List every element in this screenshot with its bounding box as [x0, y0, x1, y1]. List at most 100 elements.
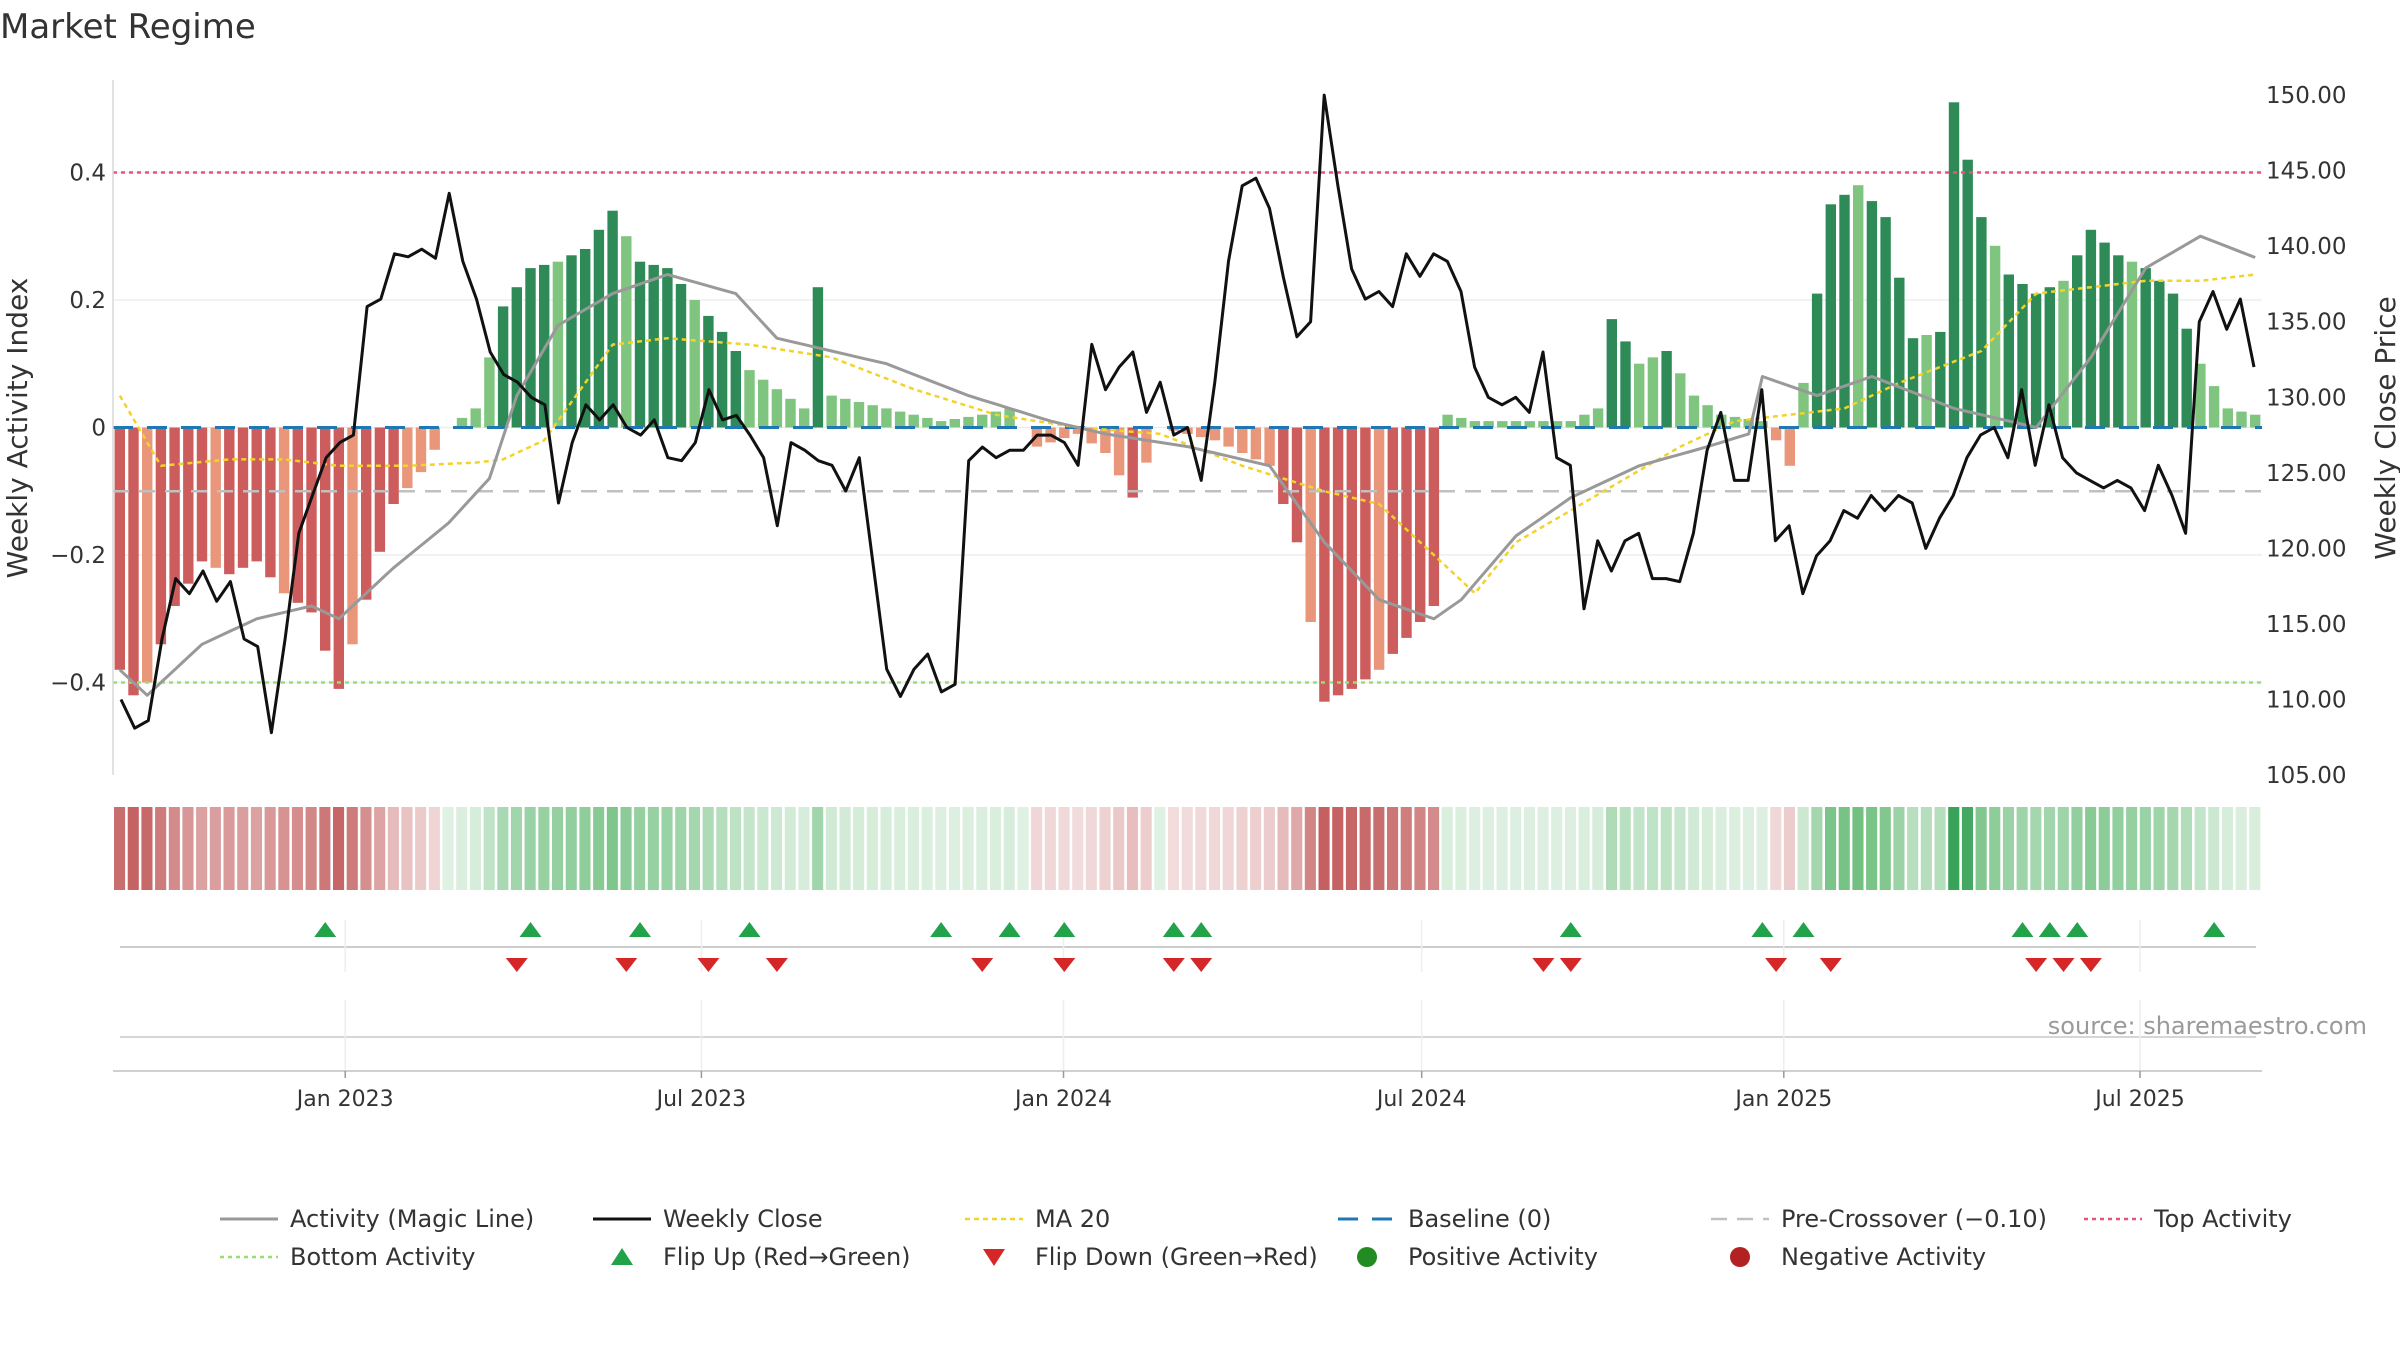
heat-cell: [1537, 807, 1549, 890]
heat-cell: [1510, 807, 1522, 890]
right-tick-label: 105.00: [2266, 763, 2346, 789]
heat-cell: [2085, 807, 2097, 890]
legend-item-flipdown: Flip Down (Green→Red): [983, 1243, 1318, 1271]
activity-bar: [1373, 427, 1385, 670]
activity-bar: [1196, 427, 1207, 438]
heat-cell: [1811, 807, 1823, 890]
activity-bar: [320, 427, 331, 651]
activity-bar: [1072, 427, 1084, 434]
activity-bar: [648, 264, 659, 428]
activity-bar: [1223, 427, 1234, 447]
flip-down-marker: [1765, 958, 1788, 972]
activity-bar: [1524, 421, 1535, 428]
heat-cell: [387, 807, 399, 890]
right-tick-label: 125.00: [2266, 461, 2346, 487]
heat-cell: [1428, 807, 1440, 890]
right-tick-label: 120.00: [2266, 536, 2346, 562]
activity-bar: [224, 427, 235, 575]
right-tick-label: 140.00: [2266, 234, 2346, 260]
heat-cell: [949, 807, 961, 890]
right-tick-label: 150.00: [2266, 83, 2346, 109]
heat-cell: [1414, 807, 1426, 890]
activity-bar: [730, 351, 741, 428]
activity-heat-strip: [114, 807, 2261, 890]
flip-up-marker: [2066, 922, 2089, 937]
legend-item-ma20: MA 20: [965, 1205, 1110, 1233]
activity-bar: [1278, 427, 1289, 504]
flip-down-marker: [2052, 958, 2075, 972]
activity-bar: [1606, 319, 1617, 428]
heat-cell: [2126, 807, 2138, 890]
heat-cell: [497, 807, 509, 890]
activity-bar: [429, 427, 440, 450]
activity-bar: [1319, 427, 1330, 702]
flip-up-marker: [1162, 922, 1185, 937]
activity-bar: [621, 236, 632, 428]
heat-cell: [1126, 807, 1138, 890]
heat-cell: [593, 807, 605, 890]
heat-cell: [2071, 807, 2083, 890]
heat-cell: [1797, 807, 1809, 890]
heat-cell: [168, 807, 180, 890]
legend-label: Weekly Close: [663, 1205, 823, 1233]
activity-bar: [1127, 427, 1138, 498]
activity-bar: [758, 379, 769, 428]
heat-cell: [1496, 807, 1508, 890]
heat-cell: [1852, 807, 1864, 890]
activity-bar: [470, 408, 481, 428]
activity-bar: [593, 229, 605, 428]
legend: Activity (Magic Line) Weekly Close MA 20 Ba…: [220, 1205, 2292, 1271]
heat-cell: [114, 807, 126, 890]
right-tick-label: 135.00: [2266, 310, 2346, 336]
activity-bar: [2017, 284, 2028, 428]
flip-up-marker: [2203, 922, 2226, 937]
flip-up-marker: [1792, 922, 1815, 937]
heat-cell: [1209, 807, 1221, 890]
heat-cell: [962, 807, 974, 890]
heat-cell: [661, 807, 673, 890]
activity-bar: [1921, 335, 1932, 428]
activity-bar: [484, 357, 495, 428]
left-tick-label: 0: [91, 416, 106, 442]
heat-cell: [155, 807, 167, 890]
heat-cell: [415, 807, 427, 890]
heat-cell: [771, 807, 783, 890]
flip-markers-panel: [120, 920, 2256, 1072]
heat-cell: [688, 807, 700, 890]
activity-bar: [716, 331, 728, 428]
activity-bar: [2167, 293, 2179, 428]
heat-cell: [1469, 807, 1481, 890]
heat-cell: [1633, 807, 1645, 890]
activity-bar: [949, 419, 960, 428]
activity-bar: [867, 405, 878, 428]
legend-label: Flip Up (Red→Green): [663, 1243, 911, 1271]
activity-bar: [935, 421, 947, 428]
activity-bar: [1291, 427, 1303, 543]
activity-bar: [155, 427, 167, 645]
legend-label: Negative Activity: [1781, 1243, 1986, 1271]
heat-cell: [291, 807, 303, 890]
heat-cell: [2249, 807, 2261, 890]
heat-cell: [319, 807, 331, 890]
activity-bar: [1894, 277, 1905, 428]
heat-cell: [1455, 807, 1467, 890]
heat-cell: [1551, 807, 1563, 890]
flip-down-marker: [1162, 958, 1185, 972]
heat-cell: [2180, 807, 2192, 890]
heat-cell: [839, 807, 851, 890]
activity-bar: [1729, 416, 1741, 428]
heat-cell: [127, 807, 139, 890]
legend-item-baseline: Baseline (0): [1338, 1205, 1551, 1233]
heat-cell: [1441, 807, 1453, 890]
heat-cell: [866, 807, 878, 890]
activity-bar: [662, 268, 673, 428]
heat-cell: [1017, 807, 1029, 890]
activity-bar: [142, 427, 153, 683]
activity-bar: [1551, 421, 1563, 428]
x-tick-label: Jul 2024: [1375, 1087, 1467, 1112]
heat-cell: [2194, 807, 2206, 890]
heat-cell: [524, 807, 536, 890]
legend-item-bottom: Bottom Activity: [220, 1243, 475, 1271]
heat-cell: [456, 807, 468, 890]
legend-item-neg: Negative Activity: [1730, 1243, 1986, 1271]
